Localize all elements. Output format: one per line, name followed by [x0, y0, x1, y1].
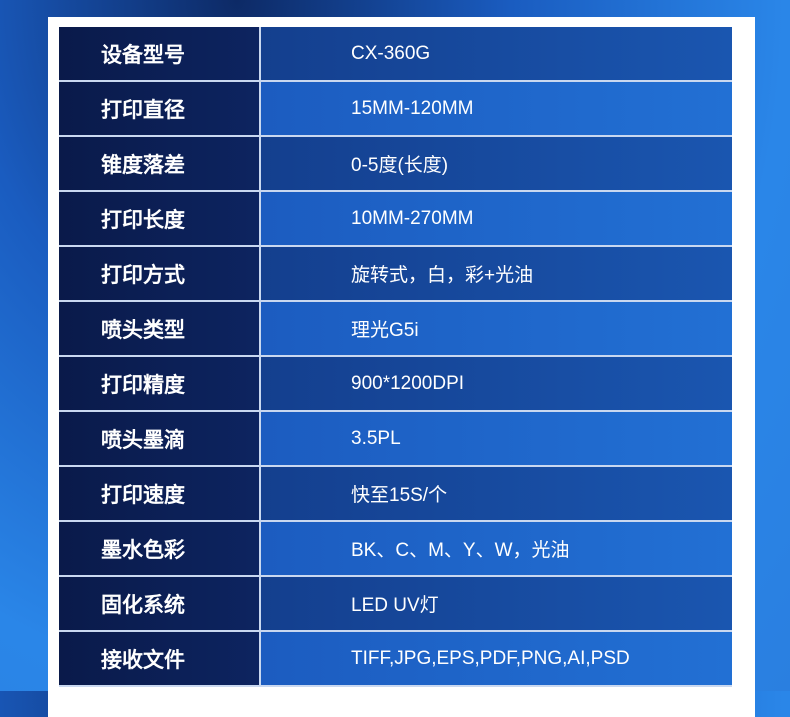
spec-label: 打印速度	[59, 467, 261, 520]
spec-value: BK、C、M、Y、W，光油	[261, 522, 732, 575]
table-row: 打印直径 15MM-120MM	[59, 82, 732, 137]
table-row: 喷头类型 理光G5i	[59, 302, 732, 357]
spec-value: 3.5PL	[261, 412, 732, 465]
spec-label: 打印直径	[59, 82, 261, 135]
spec-label: 锥度落差	[59, 137, 261, 190]
table-row: 打印精度 900*1200DPI	[59, 357, 732, 412]
spec-value: 理光G5i	[261, 302, 732, 355]
spec-value: 0-5度(长度)	[261, 137, 732, 190]
spec-label: 固化系统	[59, 577, 261, 630]
table-row: 接收文件 TIFF,JPG,EPS,PDF,PNG,AI,PSD	[59, 632, 732, 687]
spec-value: TIFF,JPG,EPS,PDF,PNG,AI,PSD	[261, 632, 732, 685]
table-row: 设备型号 CX-360G	[59, 27, 732, 82]
table-row: 固化系统 LED UV灯	[59, 577, 732, 632]
table-row: 打印方式 旋转式，白，彩+光油	[59, 247, 732, 302]
spec-value: 900*1200DPI	[261, 357, 732, 410]
spec-label: 打印长度	[59, 192, 261, 245]
spec-label: 设备型号	[59, 27, 261, 80]
spec-label: 墨水色彩	[59, 522, 261, 575]
table-row: 喷头墨滴 3.5PL	[59, 412, 732, 467]
spec-label: 打印精度	[59, 357, 261, 410]
spec-label: 打印方式	[59, 247, 261, 300]
table-row: 打印速度 快至15S/个	[59, 467, 732, 522]
spec-value: CX-360G	[261, 27, 732, 80]
spec-table: 设备型号 CX-360G 打印直径 15MM-120MM 锥度落差 0-5度(长度) 打印长…	[59, 27, 732, 687]
spec-value: 旋转式，白，彩+光油	[261, 247, 732, 300]
table-row: 墨水色彩 BK、C、M、Y、W，光油	[59, 522, 732, 577]
spec-label: 喷头墨滴	[59, 412, 261, 465]
spec-label: 喷头类型	[59, 302, 261, 355]
spec-value: 10MM-270MM	[261, 192, 732, 245]
spec-label: 接收文件	[59, 632, 261, 685]
spec-value: 快至15S/个	[261, 467, 732, 520]
spec-value: LED UV灯	[261, 577, 732, 630]
table-row: 锥度落差 0-5度(长度)	[59, 137, 732, 192]
spec-value: 15MM-120MM	[261, 82, 732, 135]
table-row: 打印长度 10MM-270MM	[59, 192, 732, 247]
